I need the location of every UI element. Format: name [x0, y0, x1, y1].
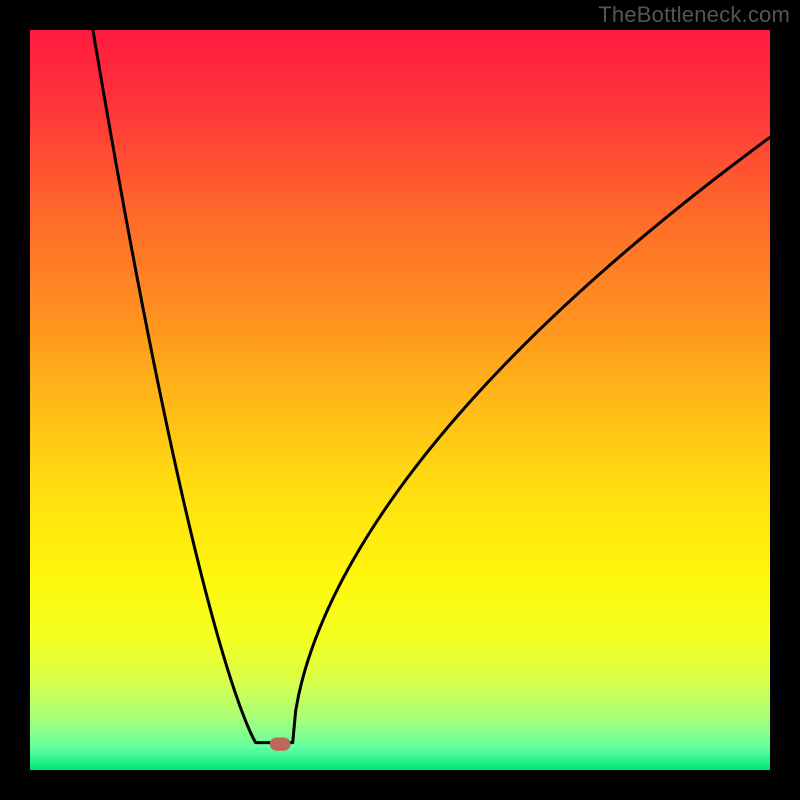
- watermark-text: TheBottleneck.com: [598, 2, 790, 28]
- plot-svg: [30, 30, 770, 770]
- plot-area: [30, 30, 770, 770]
- optimal-point-marker: [270, 737, 291, 750]
- gradient-background: [30, 30, 770, 770]
- chart-frame: TheBottleneck.com: [0, 0, 800, 800]
